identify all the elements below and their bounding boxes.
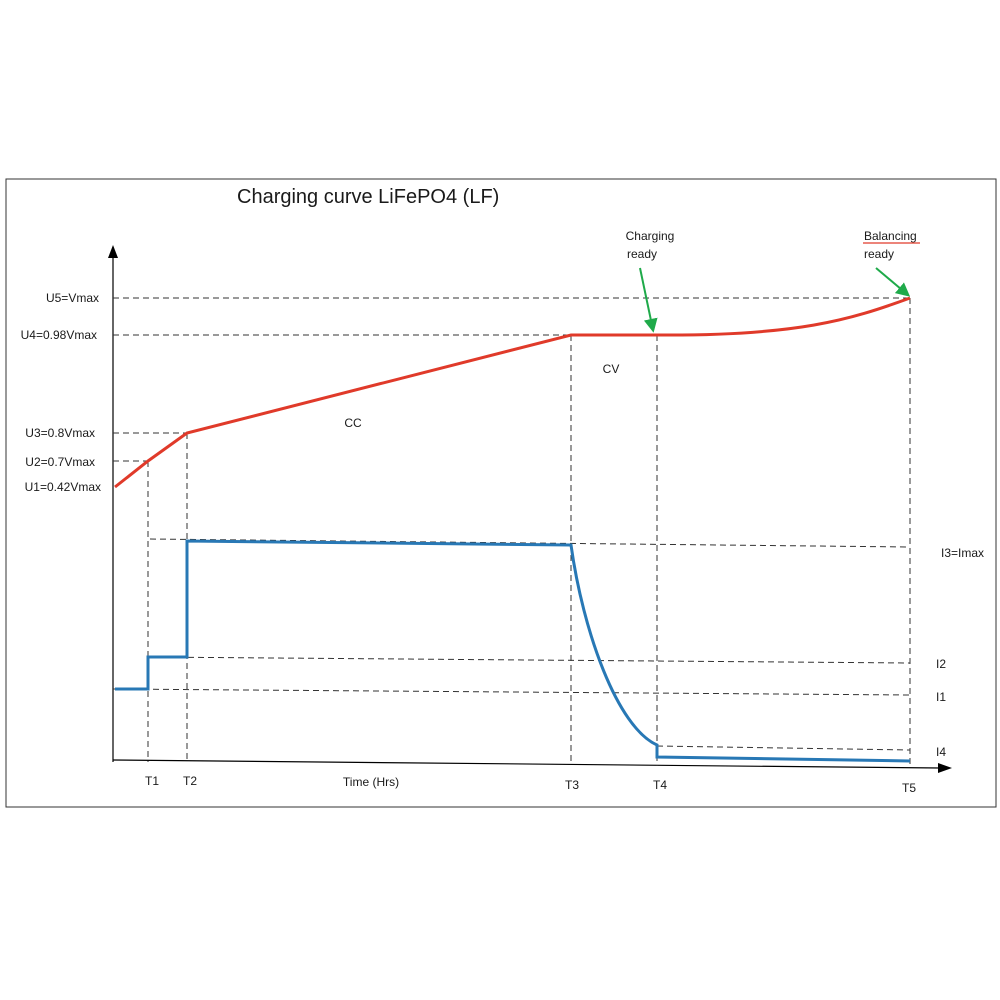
u1-label: U1=0.42Vmax <box>25 480 101 494</box>
t5-label: T5 <box>902 781 916 795</box>
balancing-ready-line2: ready <box>864 247 894 261</box>
u4-label: U4=0.98Vmax <box>21 328 97 342</box>
current-series-line <box>115 539 911 763</box>
cv-phase-label: CV <box>603 362 620 376</box>
series-layer <box>114 296 911 763</box>
u3-label: U3=0.8Vmax <box>25 426 95 440</box>
i2-reference-line <box>147 656 911 664</box>
charging-ready-arrow <box>639 267 658 333</box>
t3-label: T3 <box>565 778 579 792</box>
chart-title: Charging curve LiFePO4 (LF) <box>237 186 499 208</box>
x-axis-label: Time (Hrs) <box>343 775 399 789</box>
chart-frame <box>5 178 997 808</box>
i1-reference-line <box>112 688 911 696</box>
x-axis <box>112 759 941 769</box>
balancing-ready-arrow <box>875 267 911 297</box>
i2-label: I2 <box>936 657 946 671</box>
t4-label: T4 <box>653 778 667 792</box>
y-axis-arrowhead <box>108 245 118 258</box>
i3-reference-line <box>149 538 911 548</box>
i1-label: I1 <box>936 690 946 704</box>
u5-label: U5=Vmax <box>46 291 99 305</box>
i3-label: I3=Imax <box>941 546 984 560</box>
t2-label: T2 <box>183 774 197 788</box>
t1-label: T1 <box>145 774 159 788</box>
cc-phase-label: CC <box>344 416 362 430</box>
balancing-ready-line1: Balancing <box>864 229 917 243</box>
i4-label: I4 <box>936 745 946 759</box>
x-axis-arrowhead <box>938 763 952 773</box>
u2-label: U2=0.7Vmax <box>25 455 95 469</box>
i4-reference-line <box>656 745 911 751</box>
voltage-series-line <box>114 296 911 489</box>
charging-ready-line1: Charging <box>626 229 675 243</box>
charging-ready-line2: ready <box>627 247 657 261</box>
